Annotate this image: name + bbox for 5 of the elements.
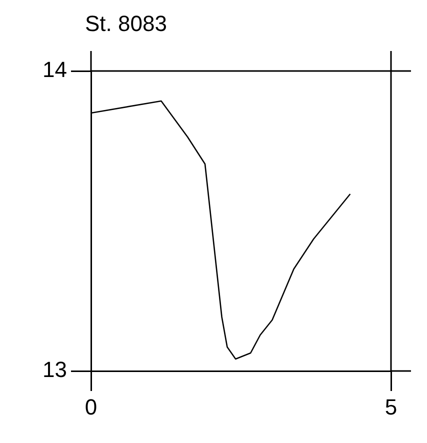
x-tick-label: 0: [84, 394, 98, 420]
x-tick-label: 5: [384, 394, 398, 420]
chart-title: St. 8083: [85, 11, 167, 36]
y-tick-label: 13: [42, 357, 67, 382]
y-tick-label: 14: [42, 57, 67, 82]
